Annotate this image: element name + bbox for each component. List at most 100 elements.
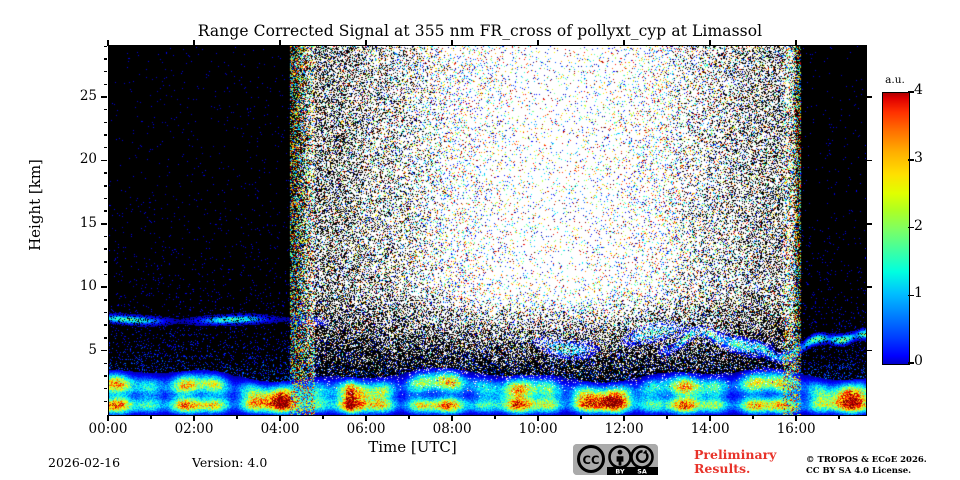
x-tick-minor — [666, 415, 668, 419]
x-tick-top — [623, 40, 625, 46]
y-tick-minor — [103, 400, 107, 403]
y-tick-right — [866, 349, 872, 352]
page-title: Range Corrected Signal at 355 nm FR_cros… — [197, 22, 763, 40]
y-tick-label: 25 — [79, 87, 97, 104]
copyright-note: © TROPOS & ECoE 2026. CC BY SA 4.0 Licen… — [806, 455, 927, 477]
x-tick-label: 08:00 — [432, 421, 472, 437]
colorbar-tick-label: 2 — [914, 217, 923, 234]
y-tick-right — [866, 96, 872, 98]
x-tick-major — [709, 415, 711, 421]
x-tick-major — [537, 415, 539, 421]
x-tick-major — [279, 415, 281, 421]
y-axis-title: Height [km] — [26, 159, 44, 251]
x-tick-top — [709, 40, 711, 46]
copyright-line-1: © TROPOS & ECoE 2026. — [806, 455, 927, 465]
x-tick-label: 06:00 — [346, 421, 386, 437]
y-tick-minor — [103, 311, 107, 314]
y-tick-minor — [103, 58, 107, 60]
colorbar-tick — [908, 159, 914, 161]
y-tick-right — [866, 223, 872, 225]
x-tick-top — [279, 40, 281, 46]
copyright-line-2: CC BY SA 4.0 License. — [806, 466, 912, 476]
y-tick-minor — [103, 273, 107, 276]
colorbar-tick — [908, 294, 914, 296]
y-tick-minor — [103, 362, 107, 365]
x-tick-top — [795, 40, 797, 46]
y-tick-minor — [103, 146, 107, 149]
x-tick-minor — [322, 415, 324, 419]
x-tick-minor — [752, 415, 754, 419]
x-tick-label: 02:00 — [174, 421, 214, 437]
x-tick-major — [365, 415, 367, 421]
x-tick-major — [107, 415, 109, 421]
colorbar-tick-label: 3 — [914, 149, 923, 166]
x-tick-label: 00:00 — [88, 421, 128, 437]
colorbar-tick-label: 1 — [914, 285, 923, 302]
y-tick-label: 20 — [79, 151, 97, 168]
y-tick-minor — [103, 210, 107, 212]
y-tick-major — [101, 349, 107, 352]
svg-text:CC: CC — [583, 453, 600, 467]
y-tick-minor — [103, 83, 107, 86]
x-tick-minor — [150, 415, 152, 419]
y-tick-minor — [103, 299, 107, 301]
x-tick-minor — [236, 415, 238, 419]
y-tick-minor — [103, 197, 107, 200]
x-tick-major — [795, 415, 797, 421]
svg-text:SA: SA — [637, 468, 647, 475]
cc-by-sa-badge-icon[interactable]: CC BY SA — [573, 444, 658, 475]
y-tick-minor — [103, 248, 107, 250]
x-tick-label: 04:00 — [260, 421, 300, 437]
y-tick-minor — [103, 185, 107, 187]
y-tick-major — [101, 286, 107, 288]
y-tick-minor — [103, 45, 107, 48]
colorbar-tick — [908, 362, 914, 364]
colorbar-tick — [908, 91, 914, 93]
x-tick-top — [537, 40, 539, 46]
x-tick-label: 14:00 — [690, 421, 730, 437]
y-tick-minor — [103, 261, 107, 263]
y-tick-minor — [103, 324, 107, 326]
heatmap-canvas — [109, 46, 866, 415]
x-tick-major — [451, 415, 453, 421]
x-tick-minor — [580, 415, 582, 419]
y-tick-minor — [103, 387, 107, 390]
x-tick-minor — [408, 415, 410, 419]
colorbar-tick-label: 0 — [914, 353, 923, 369]
y-tick-label: 5 — [88, 341, 97, 358]
x-tick-top — [451, 40, 453, 46]
footer-date: 2026-02-16 — [48, 455, 121, 470]
y-tick-right — [866, 159, 872, 162]
y-tick-minor — [103, 337, 107, 339]
y-tick-right — [866, 286, 872, 288]
colorbar — [882, 92, 910, 365]
footer-version: Version: 4.0 — [192, 455, 268, 470]
x-tick-top — [365, 40, 367, 46]
y-tick-minor — [103, 172, 107, 174]
y-tick-label: 10 — [79, 278, 97, 295]
x-tick-minor — [838, 415, 840, 419]
x-tick-label: 12:00 — [604, 421, 644, 437]
plot-area — [108, 45, 867, 416]
svg-text:BY: BY — [615, 468, 625, 475]
x-tick-label: 10:00 — [518, 421, 558, 437]
y-tick-major — [101, 223, 107, 225]
colorbar-unit-label: a.u. — [885, 74, 905, 86]
y-tick-minor — [103, 375, 107, 377]
y-tick-minor — [103, 121, 107, 124]
colorbar-tick — [908, 226, 914, 229]
x-tick-top — [107, 40, 109, 46]
y-tick-major — [101, 96, 107, 98]
x-tick-minor — [494, 415, 496, 419]
x-tick-major — [193, 415, 195, 421]
x-tick-label: 16:00 — [776, 421, 816, 437]
x-tick-top — [193, 40, 195, 46]
x-axis-title: Time [UTC] — [368, 438, 457, 456]
y-tick-label: 15 — [79, 214, 97, 231]
y-tick-minor — [103, 70, 107, 73]
y-tick-minor — [103, 134, 107, 136]
colorbar-tick-label: 4 — [914, 82, 923, 98]
y-tick-minor — [103, 108, 107, 111]
x-tick-major — [623, 415, 625, 421]
